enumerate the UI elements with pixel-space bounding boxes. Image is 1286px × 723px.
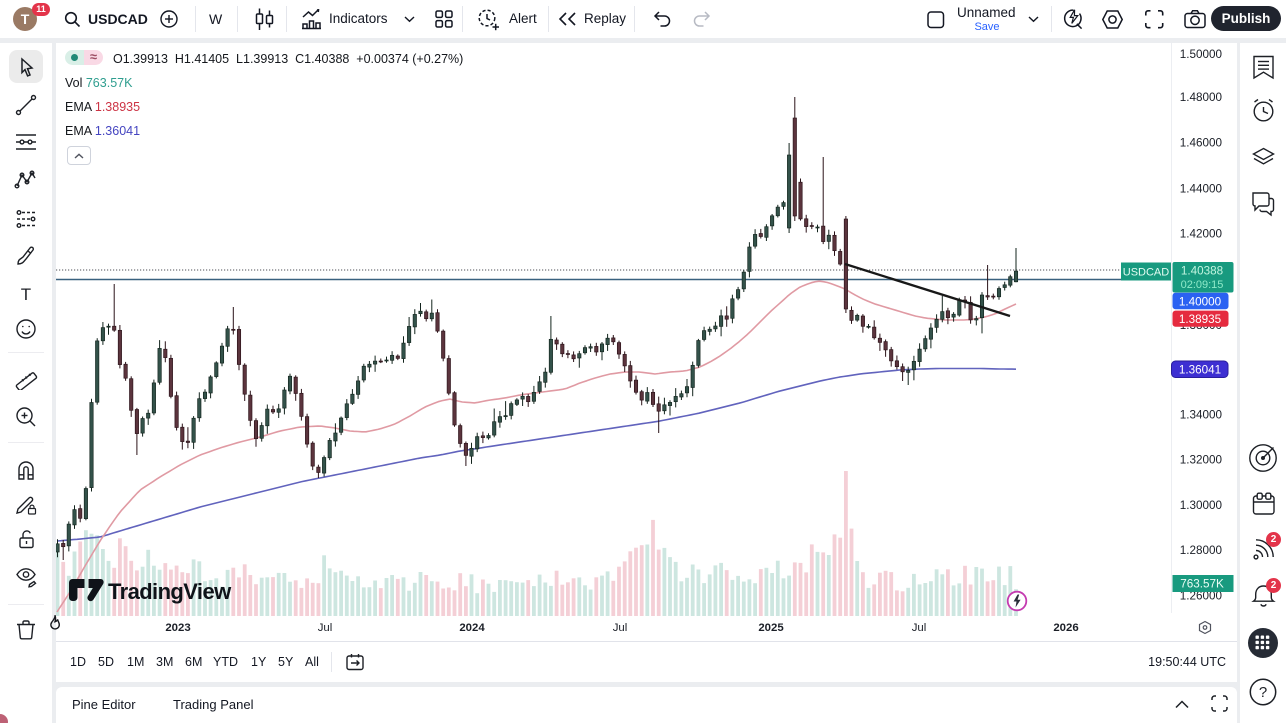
- svg-text:1.30000: 1.30000: [1180, 499, 1223, 512]
- svg-text:2023: 2023: [165, 622, 190, 634]
- svg-text:1.42000: 1.42000: [1180, 228, 1223, 241]
- svg-text:USDCAD: USDCAD: [1123, 267, 1170, 279]
- svg-text:1.44000: 1.44000: [1180, 183, 1223, 196]
- svg-text:1.32000: 1.32000: [1180, 454, 1223, 467]
- svg-text:1.50000: 1.50000: [1180, 48, 1223, 61]
- svg-text:02:09:15: 02:09:15: [1181, 279, 1224, 291]
- svg-text:Jul: Jul: [613, 622, 628, 634]
- svg-text:1.48000: 1.48000: [1180, 91, 1223, 104]
- svg-text:2026: 2026: [1053, 622, 1078, 634]
- svg-text:2025: 2025: [758, 622, 784, 634]
- svg-text:1.38935: 1.38935: [1179, 313, 1222, 326]
- svg-text:2024: 2024: [459, 622, 485, 634]
- svg-text:1.28000: 1.28000: [1180, 544, 1223, 557]
- svg-text:Jul: Jul: [912, 622, 927, 634]
- svg-text:1.36041: 1.36041: [1179, 364, 1221, 377]
- svg-text:1.46000: 1.46000: [1180, 136, 1223, 149]
- svg-text:1.40388: 1.40388: [1181, 265, 1223, 278]
- svg-text:T: T: [21, 285, 31, 304]
- svg-text:1.34000: 1.34000: [1180, 409, 1223, 422]
- svg-text:Jul: Jul: [318, 622, 333, 634]
- svg-text:1.40000: 1.40000: [1179, 295, 1222, 308]
- svg-text:763.57K: 763.57K: [1180, 578, 1224, 591]
- svg-text:?: ?: [1259, 684, 1267, 701]
- svg-text:1.26000: 1.26000: [1180, 589, 1223, 602]
